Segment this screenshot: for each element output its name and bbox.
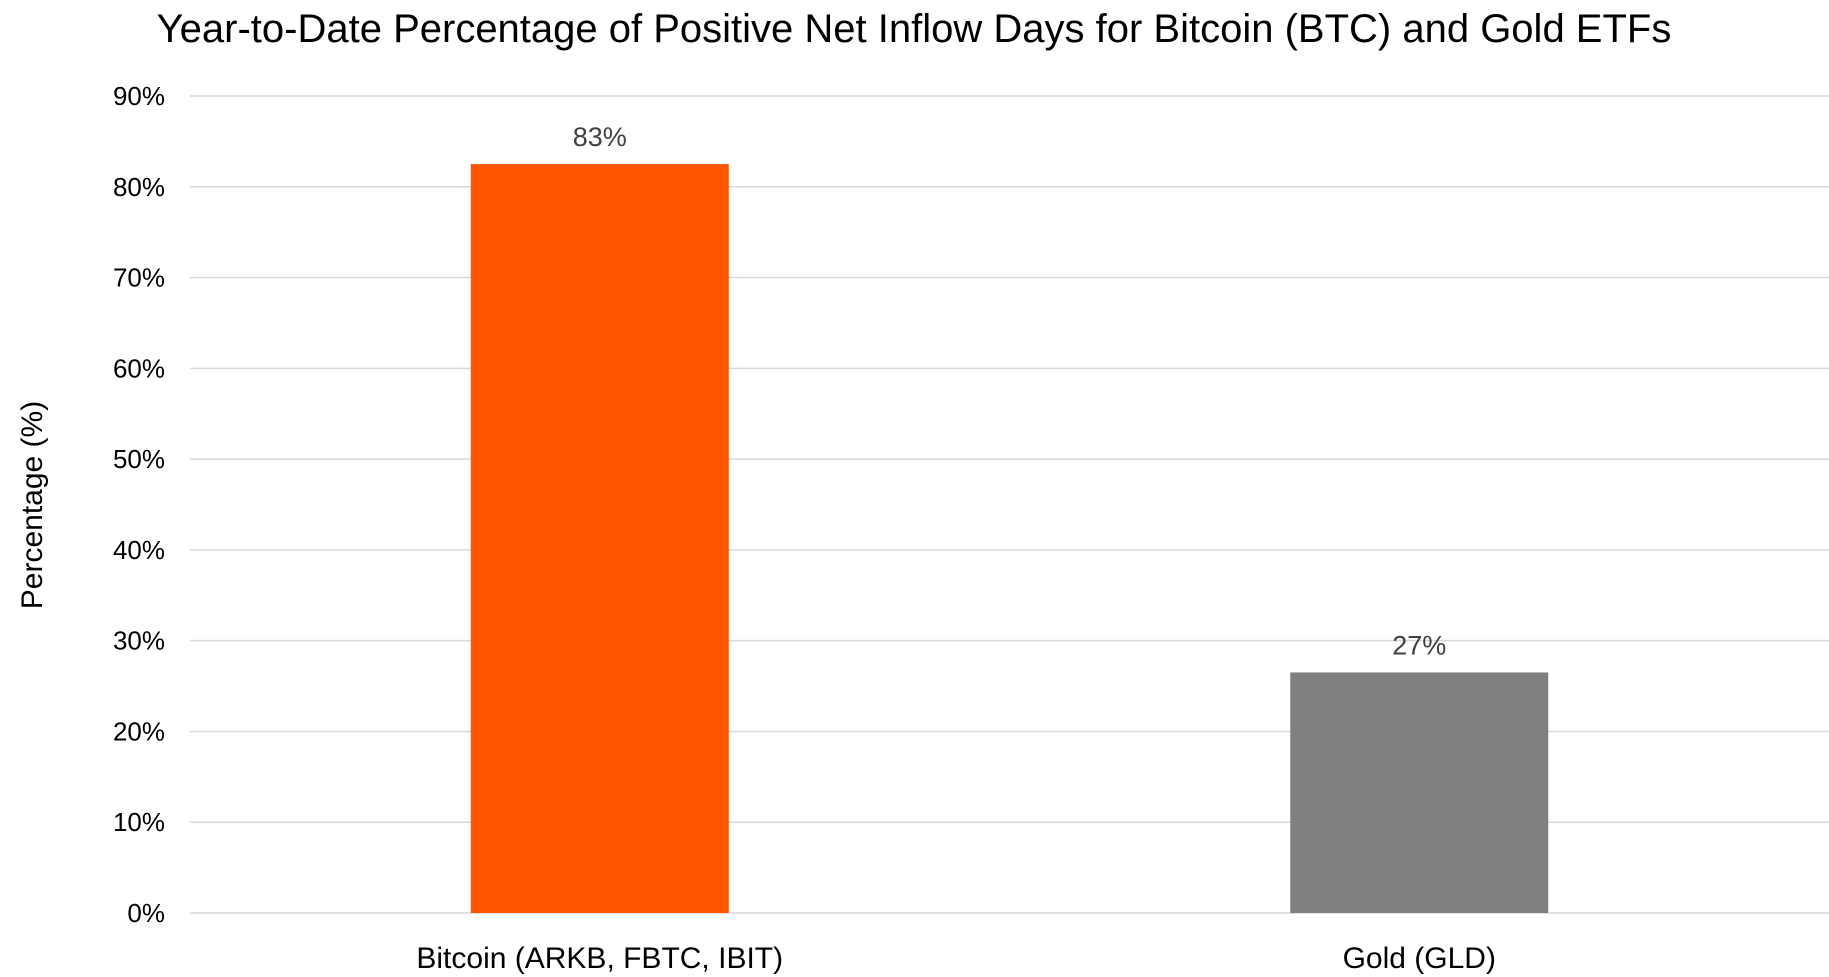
y-tick-label: 50%	[113, 444, 165, 474]
y-tick-labels: 0% 10% 20% 30% 40% 50% 60% 70% 80% 90%	[113, 81, 165, 928]
y-tick-label: 30%	[113, 626, 165, 656]
bar	[1290, 672, 1549, 913]
data-label: 27%	[1392, 630, 1446, 660]
x-tick-label: Gold (GLD)	[1343, 942, 1496, 975]
y-tick-label: 60%	[113, 353, 165, 383]
y-tick-label: 10%	[113, 807, 165, 837]
y-axis-label: Percentage (%)	[16, 401, 49, 609]
x-tick-label: Bitcoin (ARKB, FBTC, IBIT)	[416, 942, 783, 975]
y-tick-label: 20%	[113, 716, 165, 746]
y-tick-label: 0%	[127, 898, 165, 928]
y-tick-label: 70%	[113, 263, 165, 293]
y-tick-label: 80%	[113, 172, 165, 202]
chart-title: Year-to-Date Percentage of Positive Net …	[157, 7, 1672, 51]
data-labels: 83% 27%	[573, 122, 1447, 660]
y-tick-label: 90%	[113, 81, 165, 111]
y-tick-label: 40%	[113, 535, 165, 565]
gridlines	[190, 95, 1829, 914]
bars	[470, 164, 1549, 914]
data-label: 83%	[573, 122, 627, 152]
bar	[470, 164, 729, 914]
category-labels: Bitcoin (ARKB, FBTC, IBIT) Gold (GLD)	[416, 942, 1496, 975]
